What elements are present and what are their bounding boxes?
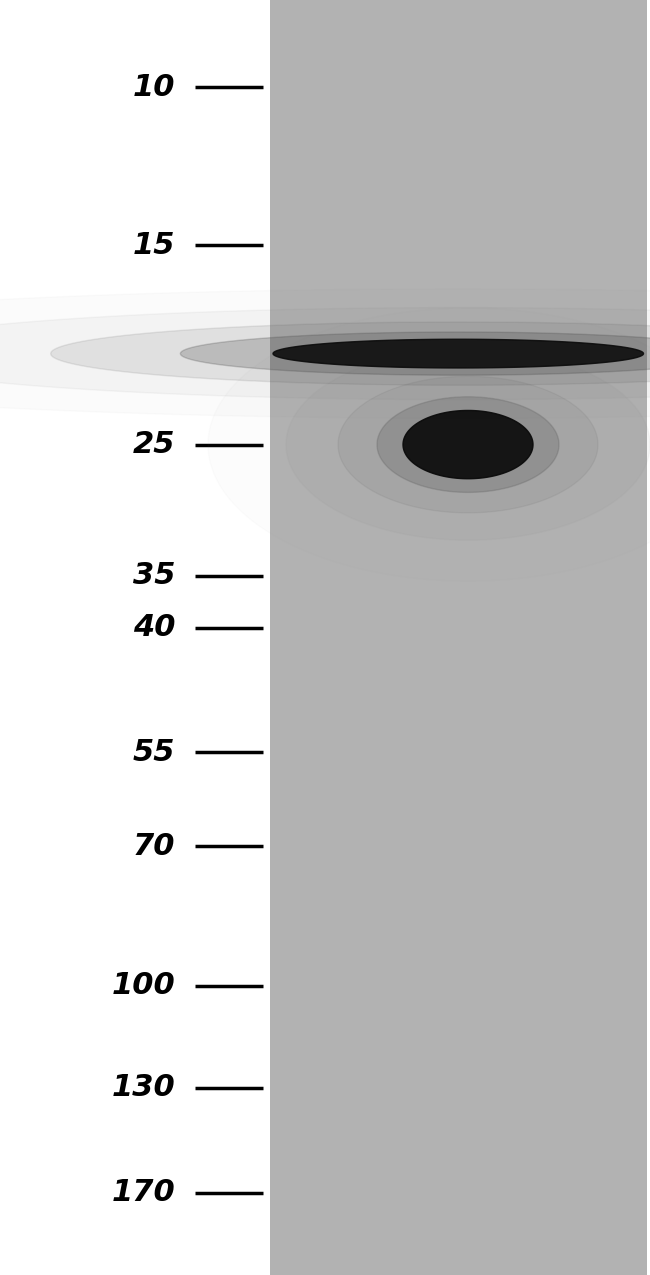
Polygon shape — [403, 411, 533, 478]
Polygon shape — [273, 339, 644, 368]
Polygon shape — [181, 332, 650, 375]
Polygon shape — [286, 349, 650, 541]
Polygon shape — [51, 323, 650, 385]
Bar — [270, 0, 647, 1275]
Text: 25: 25 — [133, 430, 176, 459]
Text: 10: 10 — [133, 73, 176, 102]
Text: 40: 40 — [133, 613, 176, 643]
Text: 15: 15 — [133, 231, 176, 260]
Polygon shape — [377, 397, 559, 492]
Bar — [0, 0, 270, 1275]
Polygon shape — [338, 376, 598, 513]
Text: 35: 35 — [133, 561, 176, 590]
Text: 130: 130 — [112, 1074, 176, 1103]
Text: 70: 70 — [133, 831, 176, 861]
Text: 55: 55 — [133, 738, 176, 766]
Text: 170: 170 — [112, 1178, 176, 1207]
Text: 100: 100 — [112, 972, 176, 1000]
Polygon shape — [0, 307, 650, 399]
